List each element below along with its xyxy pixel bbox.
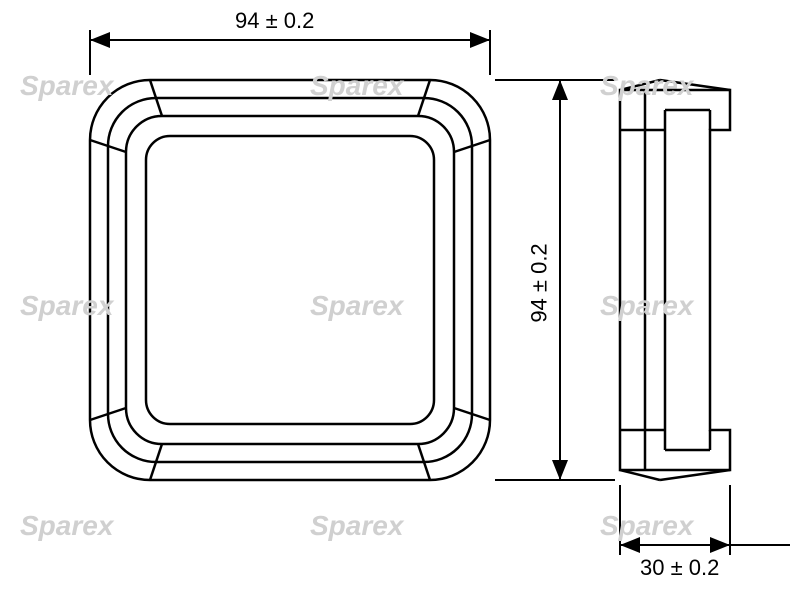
- height-dimension-label: 94 ± 0.2: [527, 243, 553, 322]
- front-view: [90, 80, 490, 480]
- width-dimension-label: 94 ± 0.2: [235, 8, 314, 34]
- depth-dimension-label: 30 ± 0.2: [640, 555, 719, 581]
- technical-drawing: [0, 0, 800, 600]
- drawing-container: 94 ± 0.2 94 ± 0.2 30 ± 0.2 Sparex Sparex…: [0, 0, 800, 600]
- side-view: [620, 80, 730, 480]
